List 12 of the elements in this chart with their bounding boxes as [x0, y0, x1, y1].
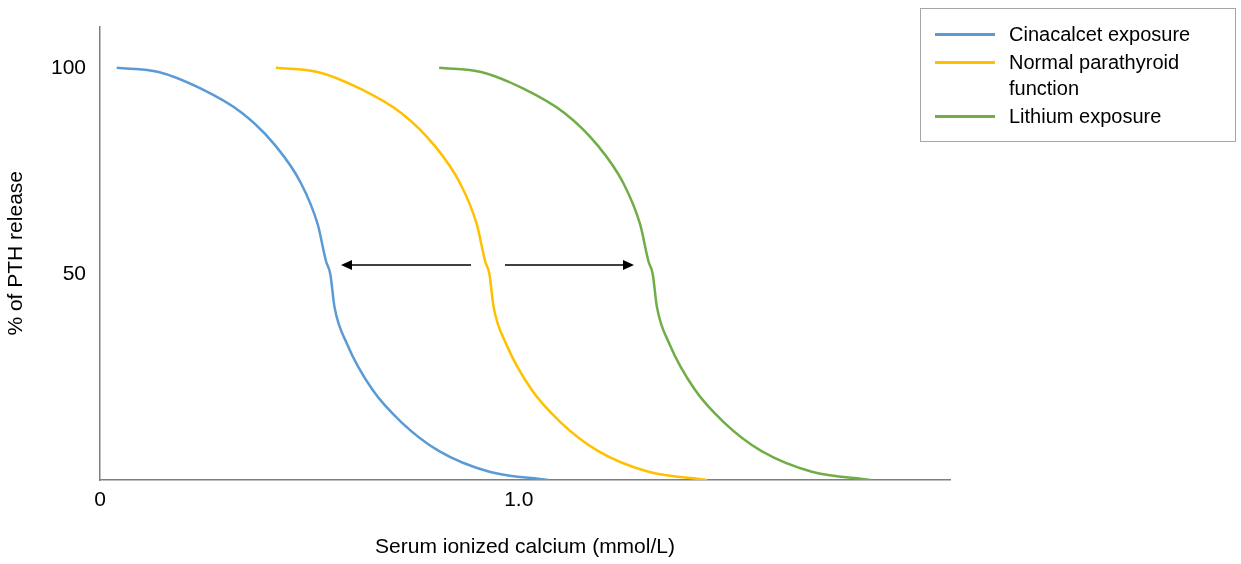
line-series [115, 66, 550, 480]
legend-label: Cinacalcet exposure [1009, 22, 1191, 47]
legend-label: Lithium exposure [1009, 104, 1162, 129]
x-tick-label: 1.0 [504, 487, 534, 511]
legend-label: Normal parathyroid function [1009, 50, 1181, 101]
x-tick-label: 0 [94, 487, 106, 511]
line-series [274, 66, 709, 480]
x-axis-title: Serum ionized calcium (mmol/L) [375, 534, 675, 558]
line-series [437, 66, 872, 480]
y-axis-title: % of PTH release [3, 171, 27, 336]
y-tick-label: 50 [62, 260, 86, 284]
y-tick-label: 100 [50, 54, 86, 78]
